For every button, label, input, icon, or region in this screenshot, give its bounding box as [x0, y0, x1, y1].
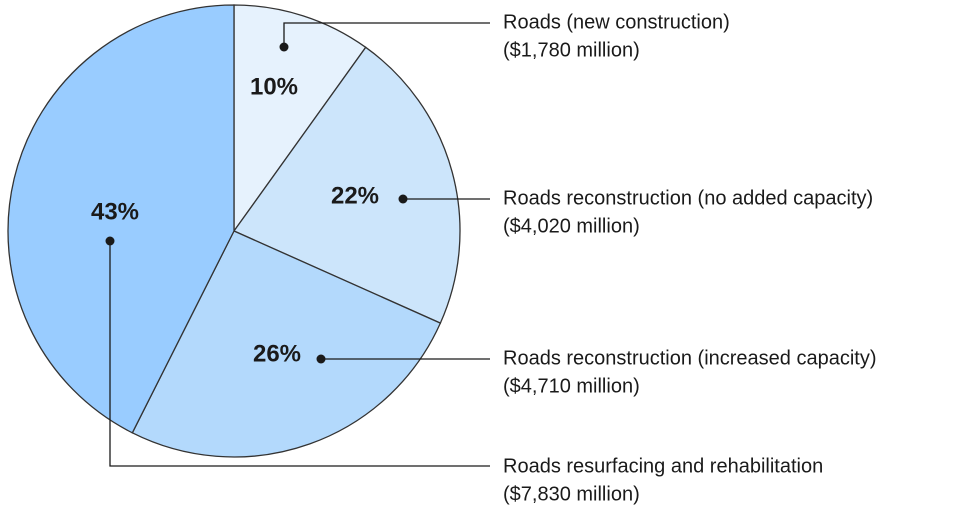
- legend-label: Roads reconstruction (increased capacity…: [503, 347, 877, 369]
- amount-label: ($1,780 million): [503, 39, 640, 61]
- legend-label: Roads (new construction): [503, 11, 730, 33]
- percent-label: 10%: [250, 73, 298, 100]
- amount-label: ($4,710 million): [503, 375, 640, 397]
- pie-slice: [233, 4, 367, 234]
- leader-dot: [316, 354, 326, 364]
- percent-label: 22%: [331, 182, 379, 209]
- percent-label: 43%: [91, 198, 139, 225]
- legend-label: Roads reconstruction (no added capacity): [503, 187, 873, 209]
- leader-line: [109, 241, 490, 467]
- leader-dot: [105, 236, 115, 246]
- amount-label: ($7,830 million): [503, 483, 640, 505]
- pie-slice: [131, 230, 442, 458]
- pie-slice: [233, 46, 461, 324]
- leader-line: [283, 22, 490, 47]
- leader-dot: [398, 194, 408, 204]
- pie-slice: [7, 4, 235, 434]
- leader-dot: [279, 42, 289, 52]
- amount-label: ($4,020 million): [503, 215, 640, 237]
- legend-label: Roads resurfacing and rehabilitation: [503, 455, 823, 477]
- percent-label: 26%: [253, 340, 301, 367]
